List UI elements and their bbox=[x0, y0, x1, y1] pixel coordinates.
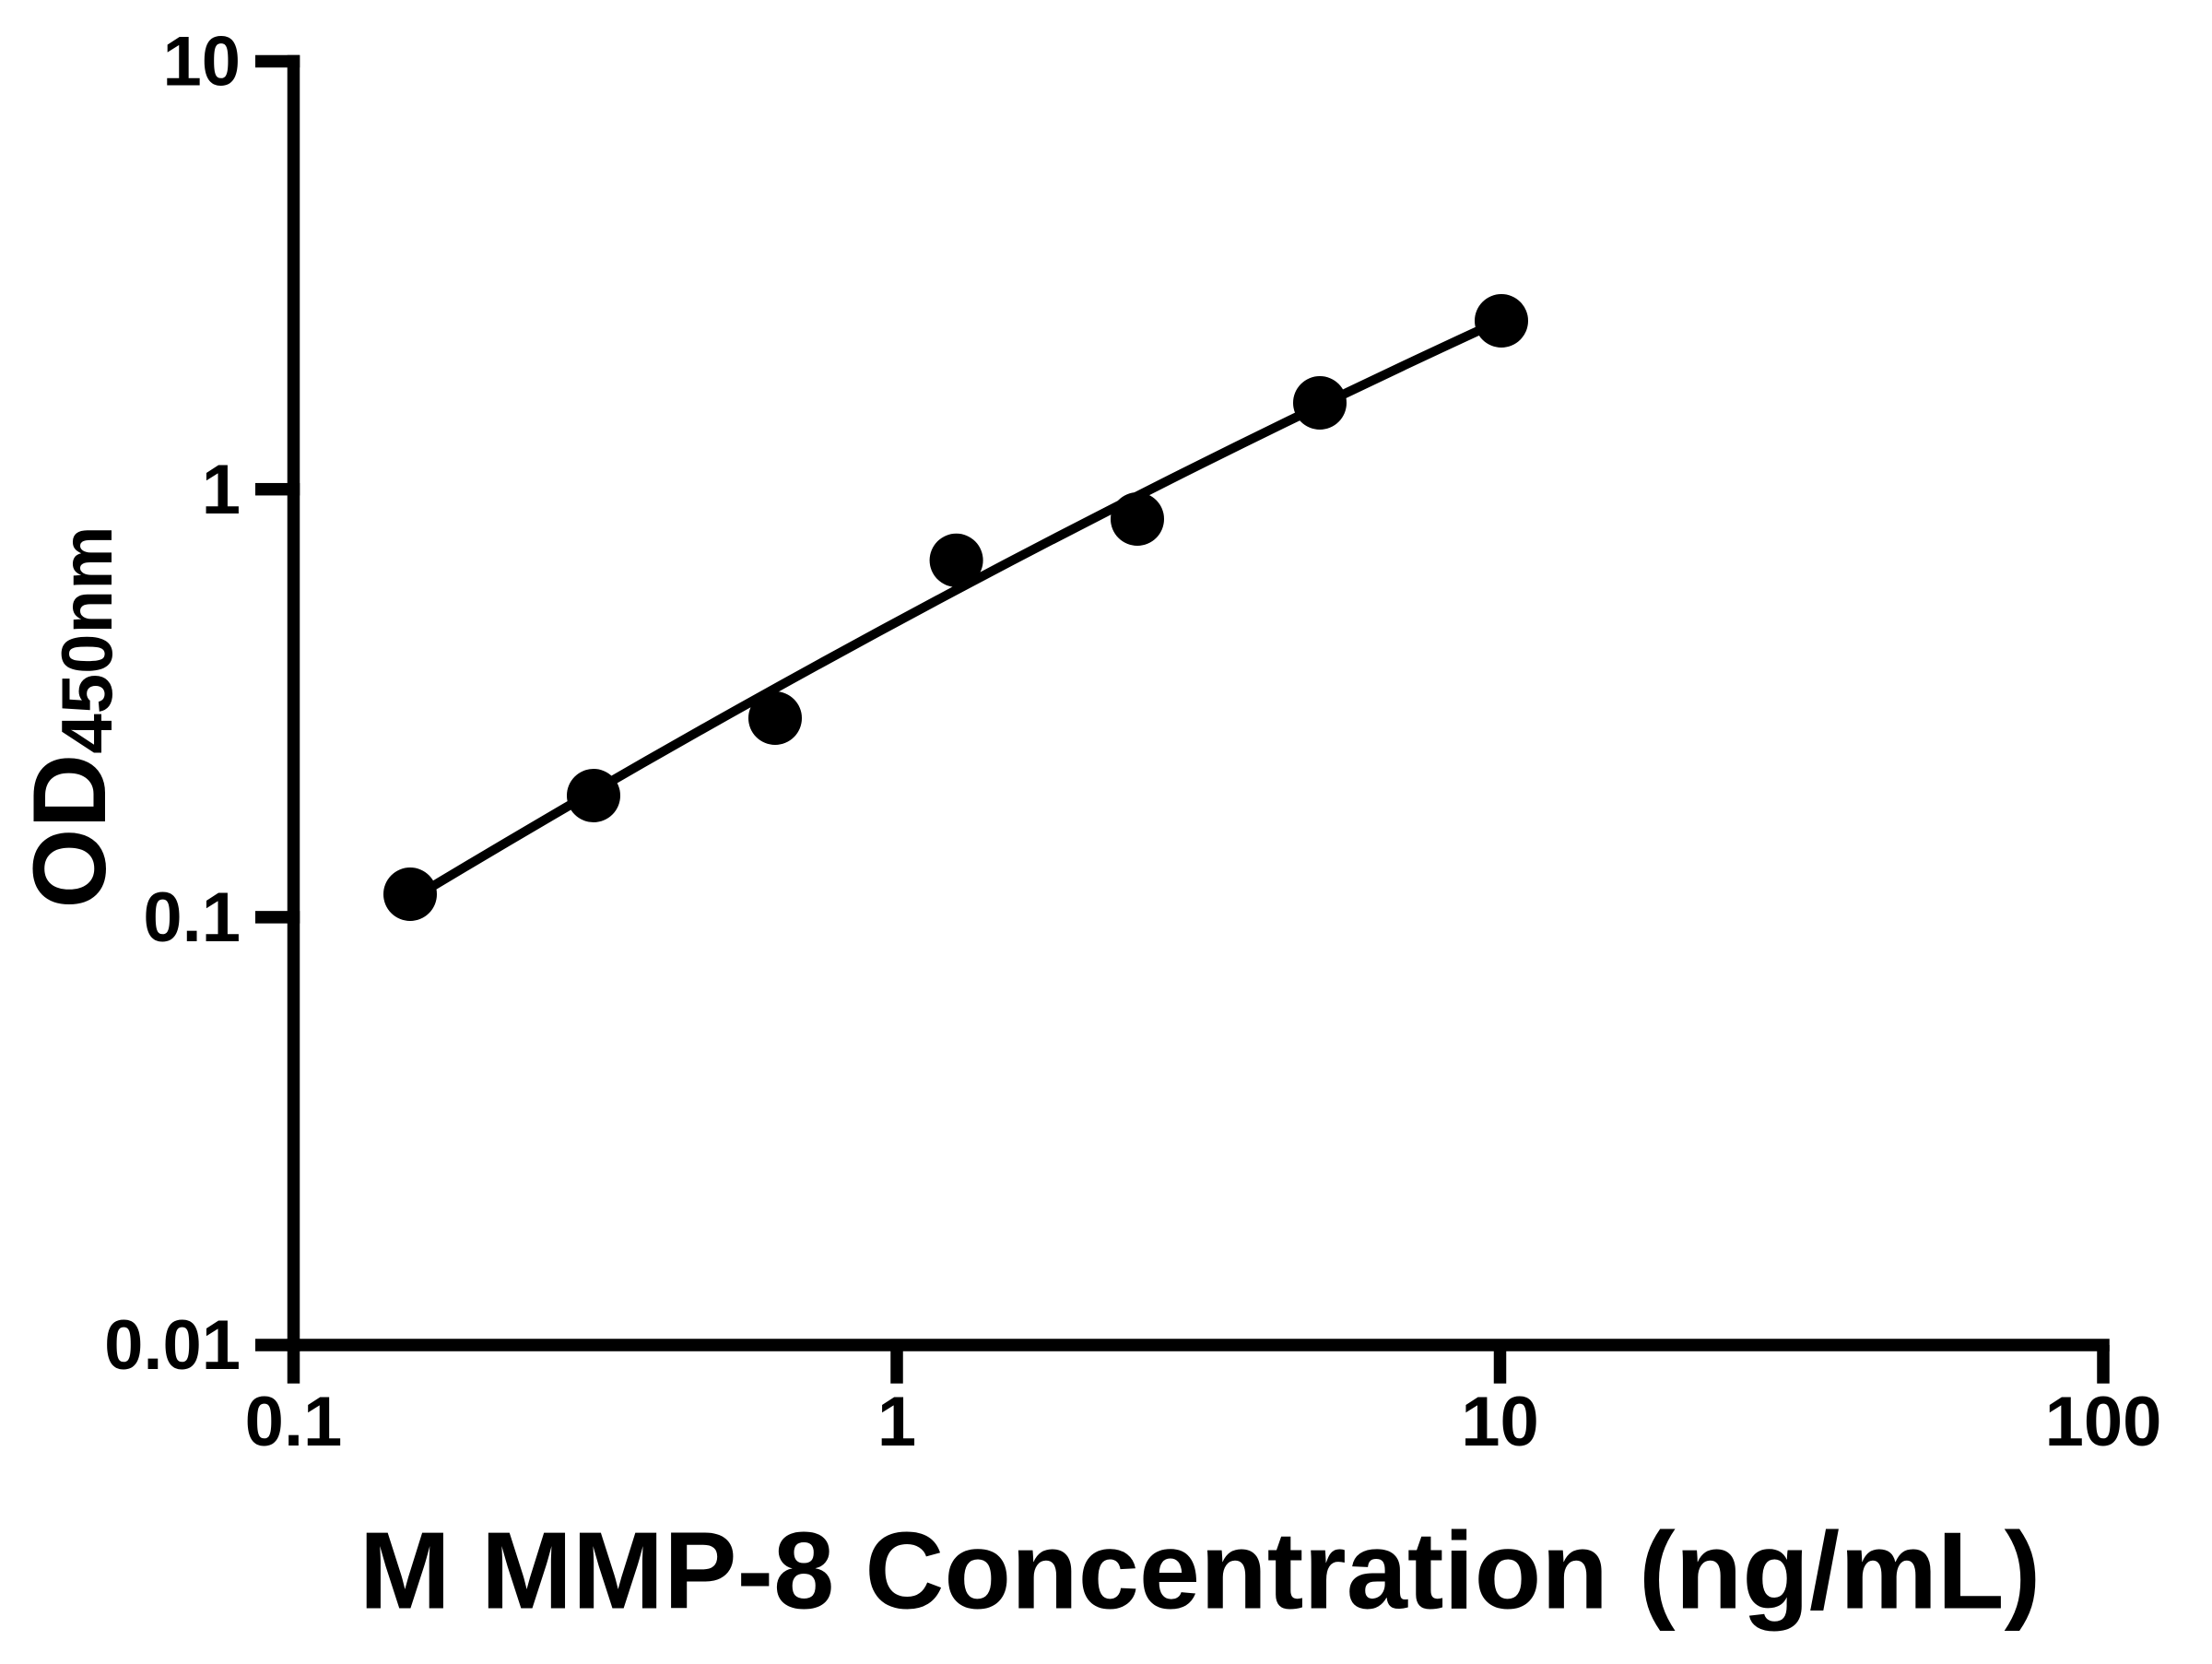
svg-text:10: 10 bbox=[162, 23, 241, 101]
svg-text:1: 1 bbox=[877, 1383, 916, 1461]
svg-text:M MMP-8 Concentration (ng/mL): M MMP-8 Concentration (ng/mL) bbox=[359, 1510, 2041, 1633]
svg-text:10: 10 bbox=[1461, 1383, 1539, 1461]
svg-text:0.1: 0.1 bbox=[245, 1383, 343, 1461]
svg-text:0.1: 0.1 bbox=[143, 879, 241, 957]
svg-text:100: 100 bbox=[2045, 1383, 2162, 1461]
svg-text:0.01: 0.01 bbox=[104, 1306, 241, 1385]
svg-text:OD450nm: OD450nm bbox=[12, 525, 127, 908]
svg-text:1: 1 bbox=[202, 451, 241, 529]
